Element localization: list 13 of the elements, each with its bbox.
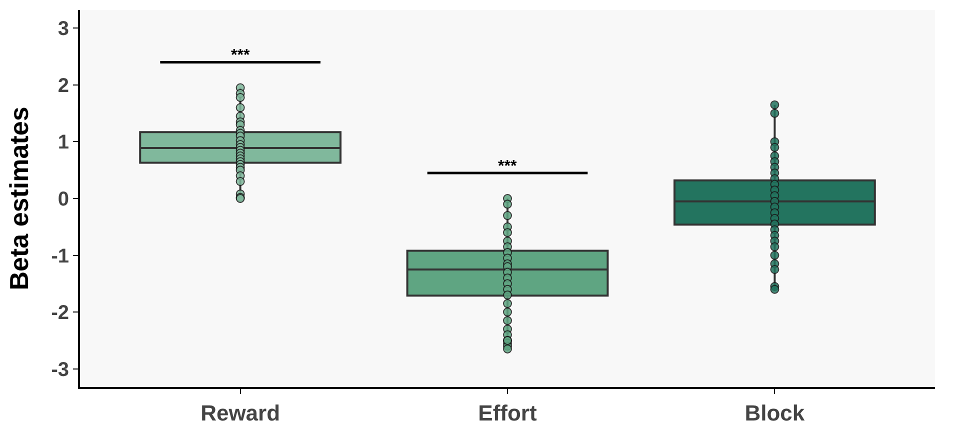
y-tick-label: -3 (51, 358, 69, 381)
y-axis-title: Beta estimates (4, 106, 34, 290)
y-tick-label: 1 (58, 132, 69, 154)
x-tick-label: Reward (200, 400, 280, 426)
annotation: *** (231, 47, 250, 64)
y-tick-label: -2 (51, 302, 69, 324)
y-tick-label: 3 (58, 18, 69, 40)
x-tick-label: Block (744, 400, 806, 426)
y-tick-label: -1 (51, 245, 69, 268)
y-tick-label: 0 (58, 188, 69, 210)
x-tick-label: Effort (478, 400, 538, 426)
annotation: *** (498, 158, 518, 175)
y-tick-label: 2 (58, 74, 69, 97)
